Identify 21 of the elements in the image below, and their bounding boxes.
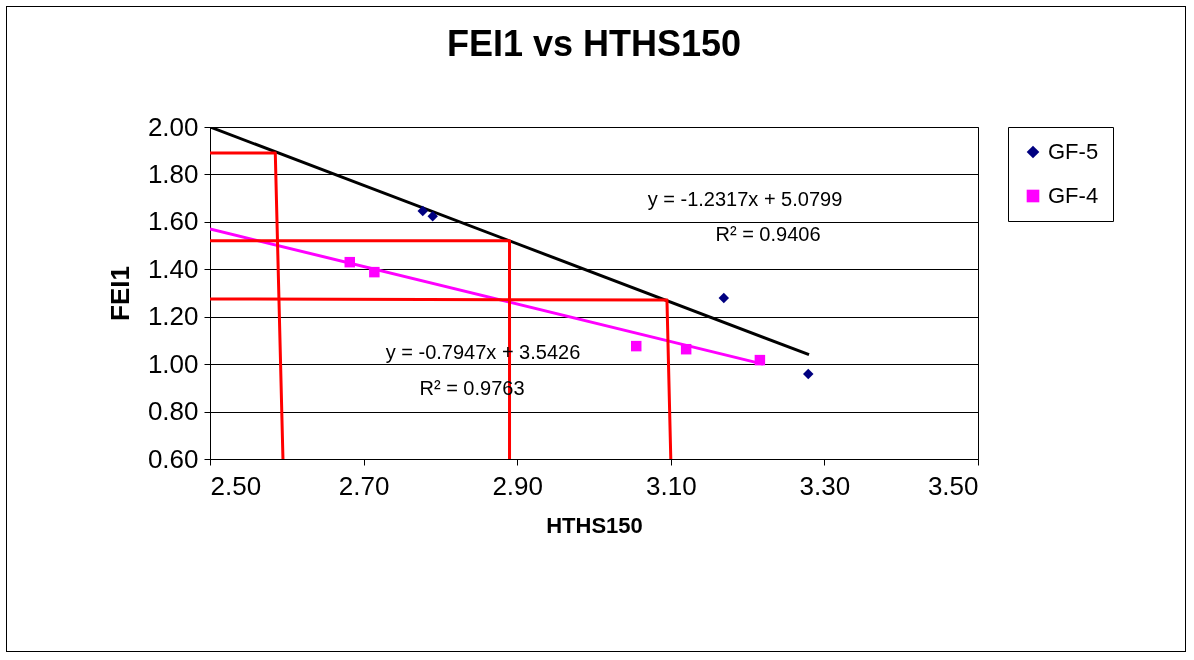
annotation: y = -1.2317x + 5.0799 <box>647 188 843 210</box>
x-axis-title: HTHS150 <box>546 512 643 538</box>
annotation: R² = 0.9406 <box>715 223 821 245</box>
y-tick-label: 0.80 <box>147 396 199 427</box>
y-axis-title: FEI1 <box>104 266 135 321</box>
x-tick-label: 2.50 <box>210 470 262 501</box>
x-tick-label: 2.70 <box>338 470 390 501</box>
y-tick-label: 1.80 <box>147 158 199 189</box>
chart-title: FEI1 vs HTHS150 <box>446 23 742 64</box>
y-tick-label: 1.20 <box>147 301 199 332</box>
y-tick-label: 0.60 <box>147 443 199 474</box>
x-tick-label: 3.50 <box>927 470 979 501</box>
y-tick-label: 1.00 <box>147 348 199 379</box>
y-tick-label: 1.40 <box>147 253 199 284</box>
legend-label: GF-5 <box>1048 139 1099 164</box>
x-tick-label: 2.90 <box>492 470 543 501</box>
y-tick-label: 2.00 <box>147 111 199 142</box>
legend-label: GF-4 <box>1048 183 1099 208</box>
x-tick-label: 3.10 <box>646 470 697 501</box>
y-tick-label: 1.60 <box>147 206 199 237</box>
x-tick-label: 3.30 <box>799 470 851 501</box>
